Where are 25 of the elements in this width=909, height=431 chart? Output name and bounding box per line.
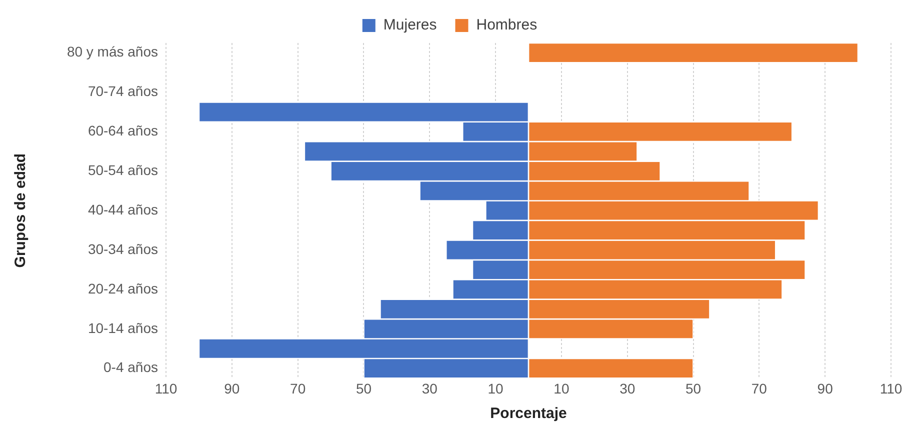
y-tick-label: 80 y más años: [66, 44, 158, 60]
x-tick-label: 50: [356, 380, 372, 396]
x-tick-label: 50: [685, 380, 702, 396]
y-tick-label: 40-44 años: [88, 201, 158, 218]
y-tick-label: 50-54 años: [88, 162, 158, 178]
x-tick-label: 10: [488, 380, 504, 396]
y-tick-label: 30-34 años: [88, 240, 158, 257]
x-tick-label: 30: [422, 380, 438, 396]
y-axis-title: Grupos de edad: [12, 154, 30, 268]
legend-label: Hombres: [476, 16, 538, 34]
x-tick-label: 90: [224, 380, 240, 396]
x-tick-label: 90: [817, 380, 834, 396]
x-tick-label: 110: [880, 380, 902, 396]
legend-label: Mujeres: [383, 16, 437, 34]
x-tick-label: 70: [751, 380, 768, 396]
y-tick-label: 60-64 años: [88, 122, 158, 139]
x-tick-label: 70: [290, 380, 306, 396]
y-tick-label: 20-24 años: [88, 280, 158, 296]
x-tick-label: 10: [554, 380, 570, 396]
y-tick-label: 10-14 años: [88, 320, 158, 336]
x-axis-title: Porcentaje: [490, 405, 567, 422]
y-tick-label: 0-4 años: [104, 359, 158, 376]
x-tick-label: 110: [154, 380, 178, 396]
x-tick-label: 30: [620, 380, 636, 396]
y-tick-label: 70-74 años: [88, 83, 158, 100]
